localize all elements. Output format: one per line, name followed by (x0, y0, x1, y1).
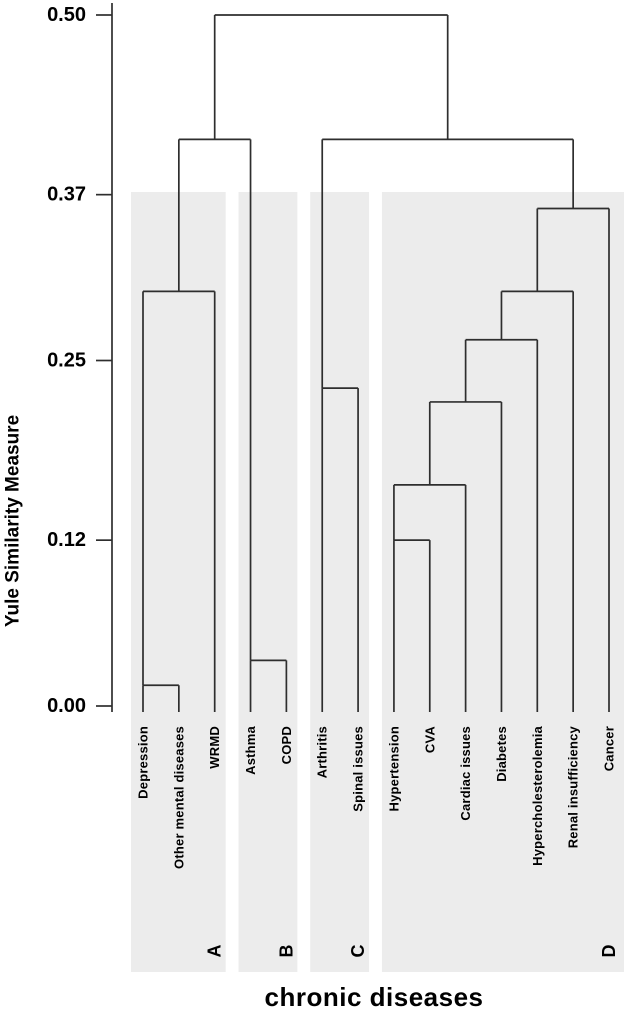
dendrogram-lines (142, 14, 610, 712)
cluster-box-d (381, 192, 624, 972)
leaf-label: Diabetes (494, 726, 509, 782)
group-label-b: B (276, 945, 296, 958)
cluster-box-c (310, 192, 370, 972)
leaf-label: Cancer (601, 726, 616, 771)
leaf-label: WRMD (207, 726, 222, 769)
y-tick-label: 0.50 (47, 4, 86, 26)
leaf-label: Hypercholesterolemia (530, 725, 545, 865)
y-tick-label: 0.37 (47, 184, 86, 206)
leaf-label: Spinal issues (351, 726, 366, 812)
y-tick-label: 0.25 (47, 350, 86, 372)
leaf-label: COPD (279, 726, 294, 764)
leaf-label: Cardiac issues (458, 726, 473, 821)
leaf-label: CVA (422, 726, 437, 753)
group-label-c: C (348, 945, 368, 958)
y-tick-labels: 0.50 0.37 0.25 0.12 0.00 (47, 4, 86, 717)
cluster-group-labels: A B C D (205, 945, 619, 958)
y-axis (96, 3, 113, 712)
leaf-labels: Depression Other mental diseases WRMD Asthm… (136, 725, 617, 869)
leaf-label: Asthma (243, 725, 258, 774)
leaf-label: Depression (136, 726, 151, 799)
leaf-label: Hypertension (386, 726, 401, 811)
leaf-label: Other mental diseases (171, 726, 186, 869)
cluster-box-b (238, 192, 298, 972)
leaf-label: Renal insufficiency (566, 725, 581, 848)
cluster-boxes (131, 192, 624, 972)
leaf-label: Arthritis (315, 726, 330, 778)
y-tick-label: 0.12 (47, 529, 86, 551)
group-label-d: D (599, 945, 619, 958)
y-tick-label: 0.00 (47, 695, 86, 717)
y-axis-title: Yule Similarity Measure (3, 415, 24, 627)
cluster-box-a (131, 192, 226, 972)
group-label-a: A (205, 945, 225, 958)
x-axis-title: chronic diseases (265, 982, 484, 1012)
